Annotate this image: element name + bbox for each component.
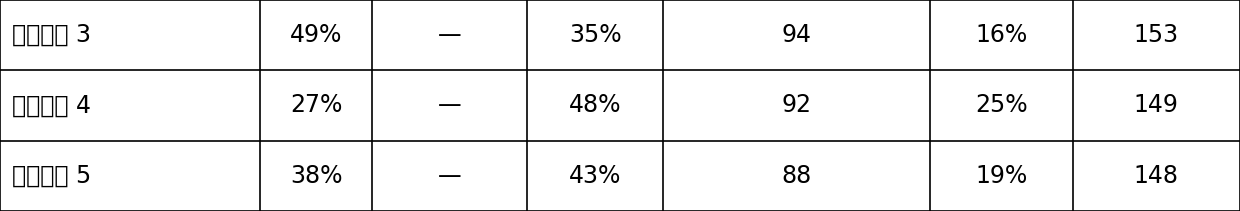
Text: 94: 94	[781, 23, 812, 47]
Text: 38%: 38%	[290, 164, 342, 188]
Text: 92: 92	[781, 93, 812, 118]
Text: 16%: 16%	[975, 23, 1028, 47]
Text: —: —	[438, 23, 461, 47]
Text: —: —	[438, 164, 461, 188]
Text: 149: 149	[1133, 93, 1179, 118]
Text: 88: 88	[781, 164, 812, 188]
Text: 43%: 43%	[569, 164, 621, 188]
Text: 148: 148	[1133, 164, 1179, 188]
Text: 27%: 27%	[290, 93, 342, 118]
Text: 49%: 49%	[290, 23, 342, 47]
Text: 19%: 19%	[975, 164, 1028, 188]
Text: —: —	[438, 93, 461, 118]
Text: 48%: 48%	[569, 93, 621, 118]
Text: 对比实例 5: 对比实例 5	[12, 164, 92, 188]
Text: 35%: 35%	[569, 23, 621, 47]
Text: 153: 153	[1133, 23, 1179, 47]
Text: 25%: 25%	[975, 93, 1028, 118]
Text: 对比实例 3: 对比实例 3	[12, 23, 92, 47]
Text: 对比实例 4: 对比实例 4	[12, 93, 92, 118]
